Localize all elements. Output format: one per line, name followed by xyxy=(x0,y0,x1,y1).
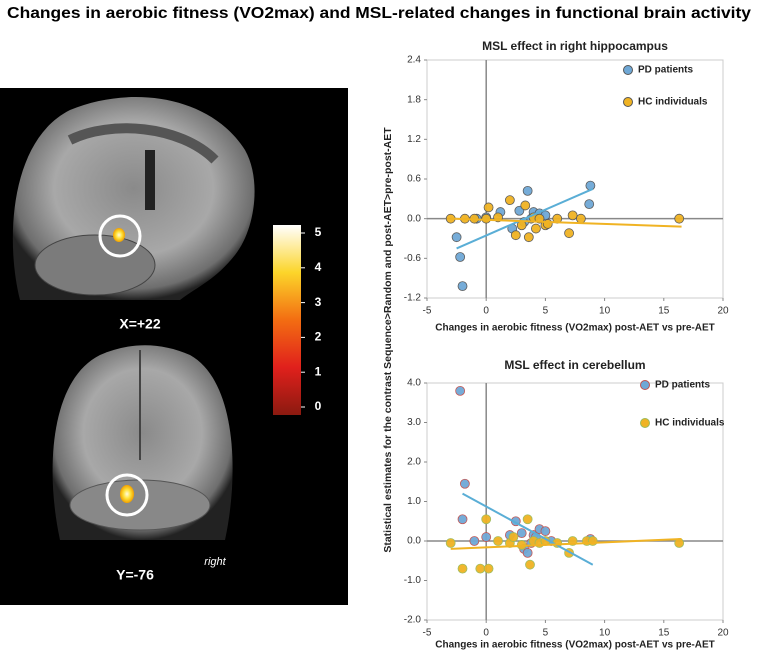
legend-label: PD patients xyxy=(655,380,710,391)
y-axis-label: Statistical estimates for the contrast S… xyxy=(382,127,394,553)
brain-label: X=+22 xyxy=(119,316,160,332)
x-tick-label: 5 xyxy=(543,628,549,639)
point xyxy=(523,232,534,243)
point xyxy=(525,559,535,570)
x-tick-label: 0 xyxy=(483,306,489,317)
brain-label: right xyxy=(204,556,226,568)
point xyxy=(493,536,503,546)
point xyxy=(483,563,494,574)
point xyxy=(457,563,468,574)
point xyxy=(531,223,541,234)
point xyxy=(483,202,494,213)
point xyxy=(455,385,466,396)
y-tick-label: -1.0 xyxy=(404,575,422,586)
point xyxy=(520,200,531,211)
point xyxy=(510,230,521,241)
colorbar-tick-label: 2 xyxy=(315,330,322,344)
point xyxy=(540,526,551,537)
point xyxy=(522,185,533,196)
coronal-brain xyxy=(52,345,233,540)
point xyxy=(481,532,492,542)
x-tick-label: 20 xyxy=(717,628,729,639)
y-tick-label: 4.0 xyxy=(407,378,421,389)
brain-label: Y=-76 xyxy=(116,567,154,583)
point xyxy=(508,532,519,542)
point xyxy=(451,232,462,243)
trend-line xyxy=(450,538,682,550)
point xyxy=(576,213,586,224)
x-axis-label: Changes in aerobic fitness (VO2max) post… xyxy=(435,323,715,334)
legend-label: PD patients xyxy=(638,65,693,76)
x-tick-label: 10 xyxy=(599,628,611,639)
colorbar-tick-label: 0 xyxy=(315,399,322,413)
colorbar-tick-label: 5 xyxy=(315,225,322,239)
y-tick-label: 0.0 xyxy=(407,536,421,547)
x-tick-label: 5 xyxy=(543,306,549,317)
y-tick-label: -2.0 xyxy=(404,615,422,626)
x-axis-label: Changes in aerobic fitness (VO2max) post… xyxy=(435,640,715,651)
y-tick-label: 2.0 xyxy=(407,457,421,468)
x-tick-label: 15 xyxy=(658,628,670,639)
legend-marker xyxy=(623,97,633,107)
colorbar-tick-label: 1 xyxy=(315,364,322,378)
y-tick-label: 1.8 xyxy=(407,94,421,105)
point xyxy=(469,536,480,546)
x-tick-label: 10 xyxy=(599,306,611,317)
point xyxy=(564,228,574,239)
point xyxy=(567,210,578,221)
x-tick-label: -5 xyxy=(423,628,432,639)
colorbar-tick-label: 3 xyxy=(315,295,322,309)
chart-title: MSL effect in cerebellum xyxy=(504,358,645,372)
point xyxy=(457,514,468,525)
point xyxy=(585,180,596,191)
point xyxy=(481,213,492,224)
point xyxy=(522,514,533,525)
point xyxy=(542,219,553,229)
point xyxy=(674,213,685,224)
point xyxy=(445,538,456,548)
point xyxy=(516,528,527,538)
trend-line xyxy=(450,217,682,228)
y-tick-label: 1.0 xyxy=(407,496,421,507)
y-tick-label: 0.6 xyxy=(407,174,421,185)
y-tick-label: 0.0 xyxy=(407,213,421,224)
chart-title: MSL effect in right hippocampus xyxy=(482,39,668,53)
y-tick-label: 1.2 xyxy=(407,134,421,145)
point xyxy=(481,514,492,525)
legend-marker xyxy=(623,65,633,75)
sagittal-brain xyxy=(12,97,255,300)
trend-line xyxy=(462,492,594,566)
colorbar-tick-label: 4 xyxy=(315,260,322,274)
x-tick-label: -5 xyxy=(423,306,432,317)
point xyxy=(504,195,515,206)
trend-line xyxy=(456,188,594,250)
point xyxy=(459,478,470,489)
legend-marker xyxy=(640,380,650,390)
point xyxy=(457,281,468,292)
point xyxy=(475,563,486,574)
x-tick-label: 20 xyxy=(717,306,729,317)
y-tick-label: 2.4 xyxy=(407,55,421,66)
point xyxy=(587,536,598,546)
point xyxy=(584,199,595,210)
y-tick-label: -1.2 xyxy=(404,293,422,304)
point xyxy=(522,547,533,558)
point xyxy=(455,252,466,262)
x-tick-label: 0 xyxy=(483,628,489,639)
y-tick-label: -0.6 xyxy=(404,253,422,264)
legend-label: HC individuals xyxy=(655,418,725,429)
figure-title: Changes in aerobic fitness (VO2max) and … xyxy=(7,5,751,22)
y-tick-label: 3.0 xyxy=(407,417,421,428)
x-tick-label: 15 xyxy=(658,306,670,317)
legend-marker xyxy=(640,418,650,428)
legend-label: HC individuals xyxy=(638,97,708,108)
colorbar xyxy=(273,225,301,415)
